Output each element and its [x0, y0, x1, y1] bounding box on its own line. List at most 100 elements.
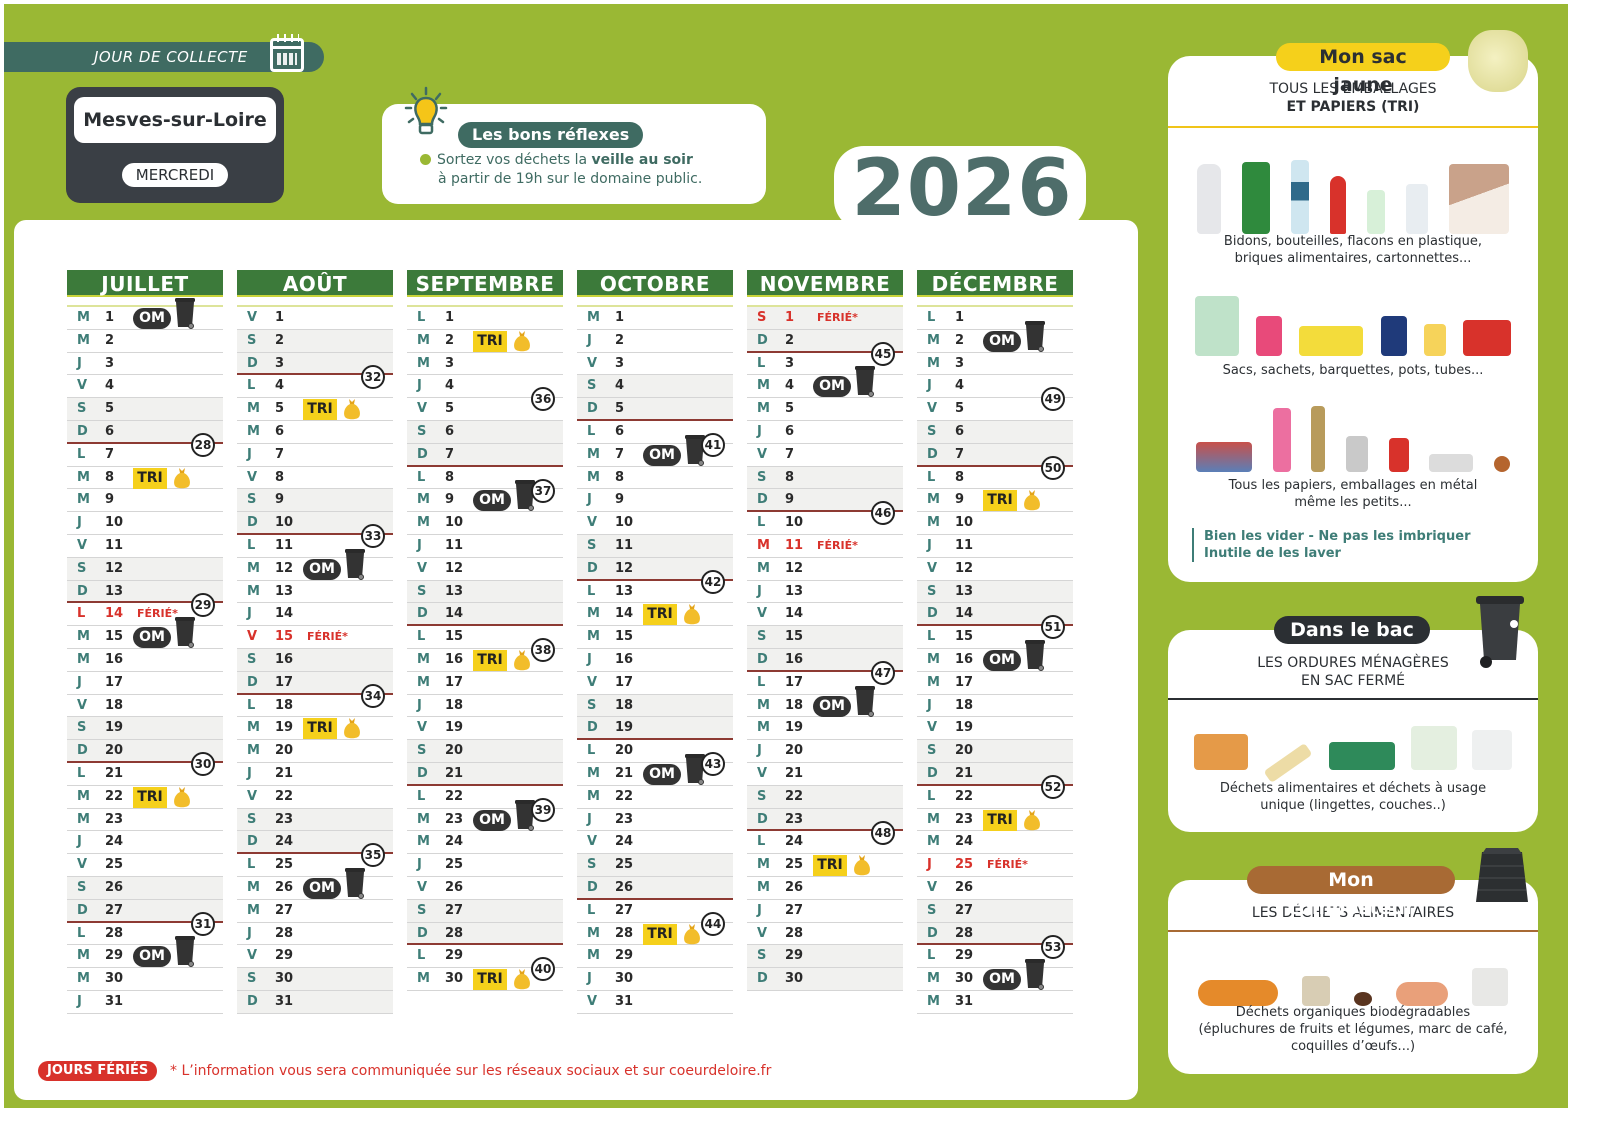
fishbone-image [1263, 742, 1313, 784]
day-number: 12 [275, 560, 294, 576]
weekday-letter: V [77, 537, 88, 553]
day-number: 15 [785, 629, 804, 645]
day-number: 7 [955, 446, 965, 462]
weekday-letter: V [757, 446, 768, 462]
day-row: S 26 [67, 876, 223, 900]
day-number: 19 [785, 720, 804, 736]
weekday-letter: L [247, 378, 256, 394]
month-column: SEPTEMBRE L 1 M 2 TRI M 3 J 4 V 5 S 6 D 7 L 8 M 9 OM M 10 J 11 V 1… [407, 270, 563, 991]
green-bottle-image [1241, 162, 1270, 234]
day-row: M 19 [747, 717, 903, 741]
day-number: 10 [785, 515, 804, 531]
weekday-letter: D [757, 651, 768, 667]
weekday-letter: M [247, 401, 260, 417]
day-row: M 16 TRI [407, 649, 563, 672]
day-row: M 7 OM [577, 434, 733, 467]
tea-bag-image [1302, 976, 1330, 1006]
om-collection-badge: OM [813, 376, 851, 398]
day-number: 18 [105, 697, 124, 713]
weekday-letter: S [587, 857, 597, 873]
weekday-letter: L [587, 743, 596, 759]
jug-image [1196, 164, 1221, 234]
weekday-letter: S [77, 401, 87, 417]
day-number: 1 [105, 310, 115, 325]
week-number-badge: 31 [191, 911, 215, 936]
weekday-letter: S [417, 423, 427, 439]
day-row: M 23 OM [407, 799, 563, 832]
day-number: 9 [445, 492, 455, 508]
holiday-label: FÉRIÉ* [987, 858, 1028, 872]
magazines-image [1196, 442, 1253, 472]
day-number: 25 [275, 857, 294, 873]
day-number: 11 [445, 537, 464, 553]
day-number: 17 [785, 674, 804, 690]
weekday-letter: S [927, 743, 937, 759]
weekday-letter: D [247, 674, 258, 690]
day-row: M 15 [577, 626, 733, 649]
day-number: 23 [105, 811, 124, 827]
day-number: 9 [275, 492, 285, 508]
weekday-letter: J [247, 765, 252, 781]
weekday-letter: L [417, 629, 426, 645]
day-number: 28 [615, 925, 634, 941]
day-number: 11 [615, 537, 634, 553]
om-collection-badge: OM [133, 627, 171, 649]
day-row: L 21 [67, 763, 223, 786]
week-number-badge: 42 [701, 569, 725, 594]
day-number: 17 [955, 674, 974, 690]
weekday-letter: V [77, 378, 88, 394]
calendar-panel [14, 220, 1138, 1100]
weekday-letter: V [587, 515, 598, 531]
day-number: 3 [955, 355, 965, 371]
red-can-image [1388, 438, 1409, 472]
weekday-letter: S [247, 651, 257, 667]
day-number: 2 [615, 332, 625, 348]
day-number: 10 [615, 515, 634, 531]
weekday-letter: V [417, 720, 428, 736]
day-number: 27 [105, 902, 124, 918]
day-row: L 11 [237, 535, 393, 558]
weekday-letter: M [587, 606, 600, 622]
year-title: 2026 [851, 144, 1073, 234]
day-row: L 15 [407, 626, 563, 649]
weekday-letter: M [417, 651, 430, 667]
day-row: M 30 [67, 968, 223, 991]
day-number: 27 [445, 902, 464, 918]
day-row: J 10 [67, 512, 223, 535]
day-row: L 29 [407, 945, 563, 969]
yellow-bag-icon [1023, 489, 1041, 511]
week-number-badge: 35 [361, 843, 385, 868]
day-row: M 11 FÉRIÉ* [747, 535, 903, 558]
day-number: 29 [785, 948, 804, 964]
weekday-letter: L [247, 697, 256, 713]
compost-caption: Déchets organiques biodégradables (épluc… [1198, 1005, 1508, 1054]
weekday-letter: L [927, 788, 936, 804]
week-number-badge: 39 [531, 797, 555, 822]
day-row: M 29 OM [67, 936, 223, 969]
weekday-letter: S [77, 560, 87, 576]
reflexes-title: Les bons réflexes [458, 122, 644, 148]
weekday-letter: S [77, 720, 87, 736]
bin-title: Dans le bac [1274, 616, 1430, 644]
weekday-letter: D [757, 811, 768, 827]
weekday-letter: M [417, 492, 430, 508]
day-number: 30 [785, 971, 804, 987]
weekday-letter: D [77, 743, 88, 759]
day-row: L 20 [577, 740, 733, 763]
day-number: 8 [955, 469, 965, 485]
day-row: M 1 OM [67, 298, 223, 330]
day-number: 1 [615, 310, 625, 325]
day-number: 28 [785, 925, 804, 941]
week-number-badge: 33 [361, 524, 385, 549]
paper-tissue-image [1472, 968, 1508, 1006]
day-number: 21 [105, 765, 124, 781]
weekday-letter: J [417, 857, 422, 873]
day-number: 17 [615, 674, 634, 690]
day-row: M 5 TRI [237, 398, 393, 421]
separator [1168, 698, 1538, 700]
